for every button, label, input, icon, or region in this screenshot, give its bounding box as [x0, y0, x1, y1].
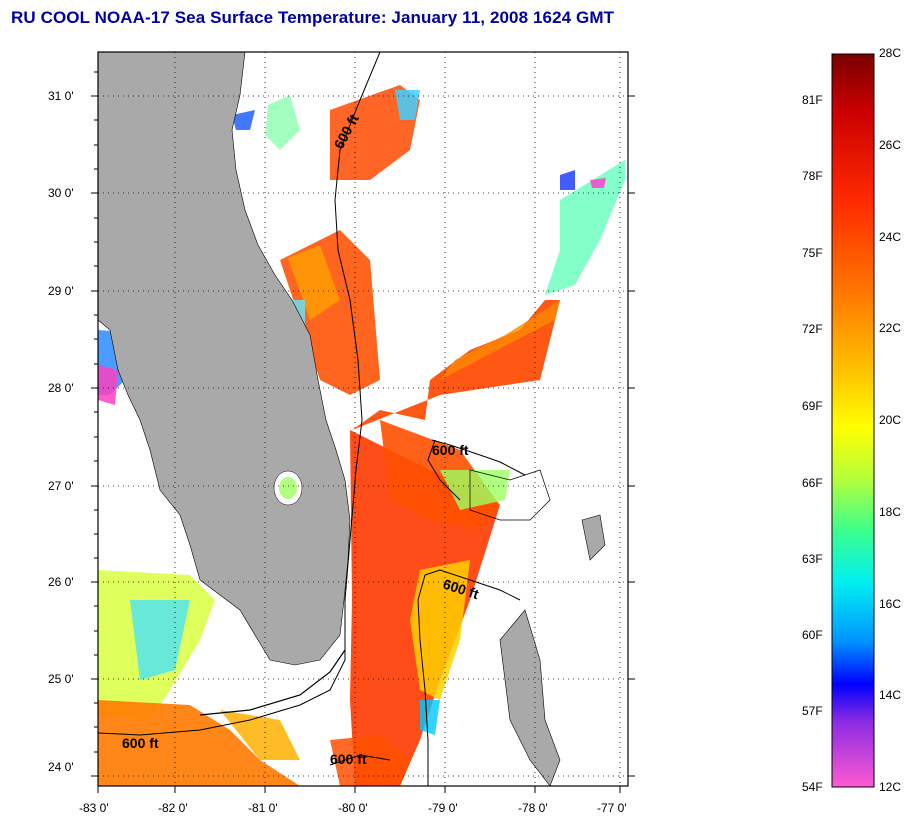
lat-tick-label: 27 0'	[48, 479, 74, 493]
colorbar-fahrenheit-label: 72F	[802, 322, 823, 336]
axis-ticks	[91, 71, 635, 793]
colorbar-celsius-label: 14C	[879, 688, 902, 702]
lat-tick-label: 24 0'	[48, 760, 74, 774]
colorbar-celsius-label: 28C	[879, 46, 902, 60]
colorbar-celsius-label: 20C	[879, 413, 902, 427]
colorbar-fahrenheit-label: 60F	[802, 628, 823, 642]
map-title: RU COOL NOAA-17 Sea Surface Temperature:…	[11, 8, 615, 27]
plot-frame	[97, 51, 629, 787]
colorbar-fahrenheit-label: 54F	[802, 780, 823, 794]
lon-tick-label: -78 0'	[518, 801, 548, 815]
contour-label: 600 ft	[122, 735, 159, 751]
colorbar-fahrenheit-label: 57F	[802, 704, 823, 718]
lon-tick-label: -80 0'	[338, 801, 368, 815]
colorbar-celsius-label: 16C	[879, 597, 902, 611]
colorbar-fahrenheit-label: 78F	[802, 169, 823, 183]
colorbar-fahrenheit-label: 75F	[802, 246, 823, 260]
colorbar-celsius-label: 22C	[879, 321, 902, 335]
florida-land	[98, 52, 351, 666]
lat-tick-label: 26 0'	[48, 575, 74, 589]
lon-tick-label: -83 0'	[79, 801, 109, 815]
contour-label: 600 ft	[330, 751, 367, 767]
colorbar-fahrenheit-label: 66F	[802, 476, 823, 490]
colorbar-celsius-label: 26C	[879, 138, 902, 152]
lat-lon-grid	[98, 52, 628, 786]
colorbar-celsius-label: 18C	[879, 505, 902, 519]
colorbar-fahrenheit-label: 63F	[802, 552, 823, 566]
lon-tick-label: -82 0'	[158, 801, 188, 815]
lat-tick-label: 31 0'	[48, 89, 74, 103]
colorbar-celsius-label: 12C	[879, 780, 902, 794]
lon-tick-label: -81 0'	[248, 801, 278, 815]
lon-tick-label: -77 0'	[597, 801, 627, 815]
colorbar-fahrenheit-label: 69F	[802, 399, 823, 413]
lat-tick-label: 30 0'	[48, 186, 74, 200]
lat-tick-label: 29 0'	[48, 284, 74, 298]
contour-label: 600 ft	[432, 442, 469, 458]
lat-tick-label: 28 0'	[48, 381, 74, 395]
lat-tick-label: 25 0'	[48, 672, 74, 686]
colorbar-celsius-label: 24C	[879, 230, 902, 244]
bahamas-land	[499, 609, 561, 786]
colorbar-fahrenheit-label: 81F	[802, 93, 823, 107]
sst-data-layer	[98, 85, 625, 786]
lon-tick-label: -79 0'	[428, 801, 458, 815]
colorbar	[831, 53, 875, 788]
depth-contours	[98, 52, 526, 786]
